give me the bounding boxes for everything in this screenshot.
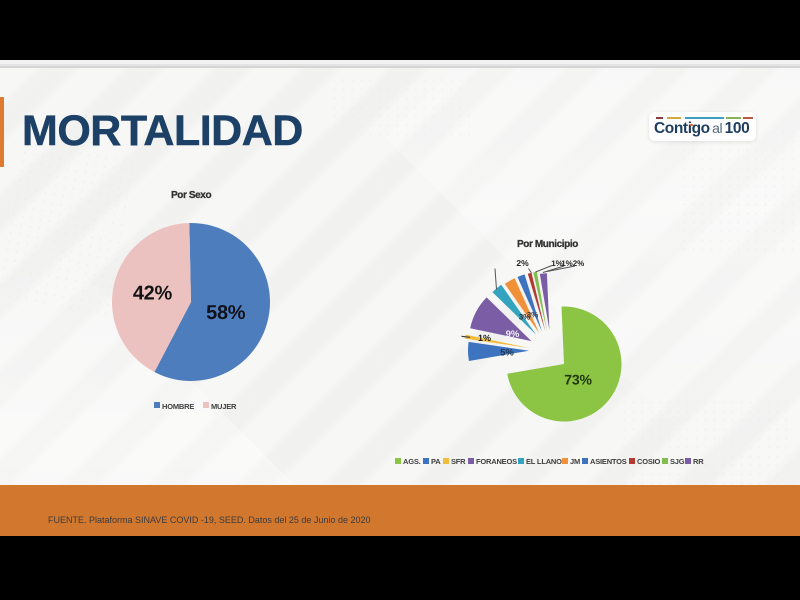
svg-text:2%: 2% bbox=[516, 258, 529, 268]
svg-text:3%: 3% bbox=[527, 311, 539, 320]
svg-text:9%: 9% bbox=[506, 329, 520, 340]
svg-text:1%: 1% bbox=[561, 259, 573, 268]
svg-text:1%: 1% bbox=[551, 259, 563, 268]
svg-text:1%: 1% bbox=[478, 333, 491, 343]
svg-text:2%: 2% bbox=[573, 259, 585, 268]
svg-text:58%: 58% bbox=[206, 302, 246, 324]
svg-text:42%: 42% bbox=[133, 283, 173, 305]
svg-text:73%: 73% bbox=[564, 371, 592, 387]
svg-text:5%: 5% bbox=[500, 348, 514, 359]
svg-text:3%: 3% bbox=[519, 313, 531, 322]
